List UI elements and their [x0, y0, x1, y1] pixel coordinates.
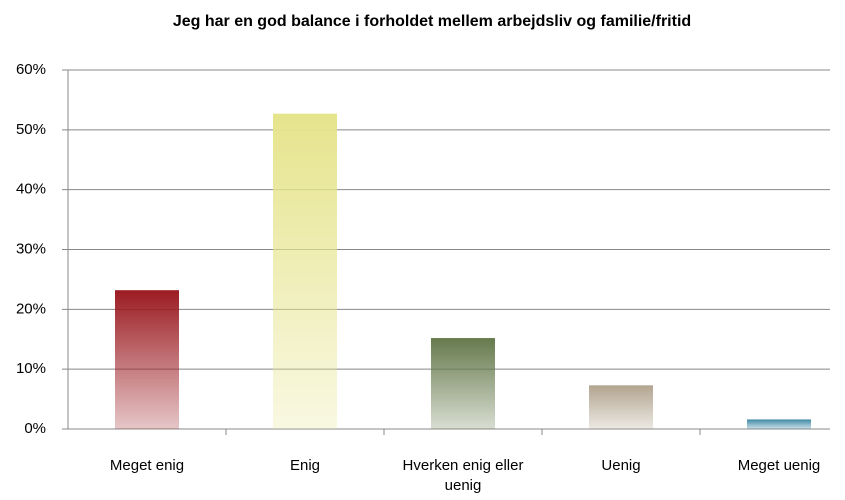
bar — [115, 290, 179, 429]
x-tick-label: Meget uenig — [737, 457, 821, 474]
y-tick-label: 50% — [16, 121, 46, 138]
bar — [747, 419, 811, 429]
y-tick-label: 20% — [16, 300, 46, 317]
chart-title: Jeg har en god balance i forholdet melle… — [173, 13, 691, 30]
y-tick-label: 10% — [16, 360, 46, 377]
x-tick-label: Meget enig — [109, 457, 185, 474]
bar — [431, 338, 495, 429]
bar — [589, 385, 653, 429]
y-tick-label: 30% — [16, 240, 46, 257]
y-tick-label: 0% — [24, 420, 46, 437]
x-tick-label: Hverken enig eller uenig — [402, 457, 524, 494]
x-tick-label: Uenig — [601, 457, 641, 474]
y-tick-label: 40% — [16, 181, 46, 198]
x-tick-label: Enig — [289, 457, 321, 474]
bar — [273, 113, 337, 429]
y-tick-label: 60% — [16, 61, 46, 78]
